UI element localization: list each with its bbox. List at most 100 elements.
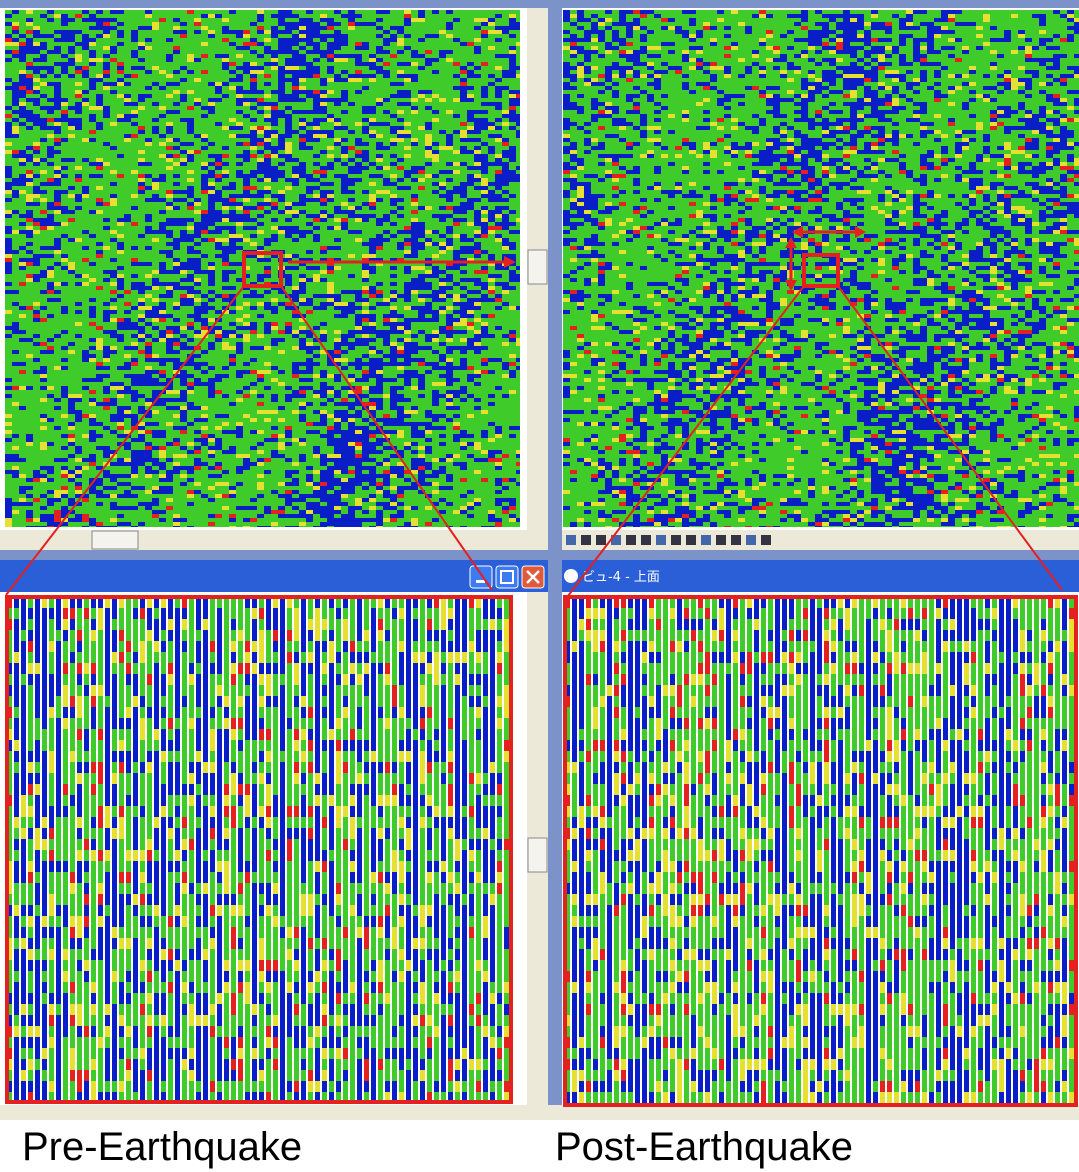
pixel	[502, 510, 509, 514]
pixel	[843, 26, 850, 30]
pixel	[390, 222, 397, 226]
pixel	[334, 74, 341, 78]
pixel	[166, 222, 173, 226]
pixel	[390, 54, 397, 58]
pixel	[327, 118, 334, 122]
pixel	[1032, 114, 1039, 118]
pixel	[390, 398, 397, 402]
pixel	[878, 102, 885, 106]
pixel	[857, 106, 864, 110]
pixel	[584, 38, 591, 42]
pixel	[460, 146, 467, 150]
pixel	[780, 70, 787, 74]
pixel	[313, 98, 320, 102]
pixel	[40, 158, 47, 162]
pixel	[313, 194, 320, 198]
pixel	[292, 266, 299, 270]
scrollbar[interactable]	[0, 530, 527, 550]
pixel	[299, 30, 306, 34]
scroll-thumb[interactable]	[92, 531, 138, 549]
pixel	[152, 270, 159, 274]
pixel	[605, 46, 612, 50]
pixel	[488, 458, 495, 462]
pixel	[341, 466, 348, 470]
pixel	[850, 82, 857, 86]
pixel	[208, 278, 215, 282]
pixel	[1060, 38, 1067, 42]
pixel	[857, 70, 864, 74]
pixel	[481, 334, 488, 338]
pixel	[864, 22, 871, 26]
pixel	[439, 194, 446, 198]
pixel	[376, 334, 383, 338]
pixel	[222, 422, 229, 426]
pixel	[159, 314, 166, 318]
pixel	[355, 122, 362, 126]
pixel	[278, 514, 285, 518]
pixel	[453, 414, 460, 418]
pixel	[320, 478, 327, 482]
pixel	[47, 206, 54, 210]
pixel	[509, 114, 516, 118]
pixel	[5, 134, 12, 138]
window-buttons[interactable]	[470, 566, 544, 588]
pixel	[516, 134, 520, 138]
pixel	[222, 494, 229, 498]
pixel	[334, 526, 341, 527]
scroll-thumb[interactable]	[528, 250, 547, 284]
pixel	[334, 414, 341, 418]
pixel	[766, 110, 773, 114]
pixel	[68, 62, 75, 66]
pixel	[250, 142, 257, 146]
pixel	[201, 114, 208, 118]
pixel	[348, 442, 355, 446]
pixel	[208, 270, 215, 274]
pixel	[516, 118, 520, 122]
pixel	[12, 150, 19, 154]
pixel	[187, 290, 194, 294]
pixel	[439, 146, 446, 150]
window-title: ビュ-4 - 上面	[582, 570, 660, 585]
pixel	[138, 374, 145, 378]
pixel	[334, 478, 341, 482]
pixel	[516, 26, 520, 30]
pixel	[348, 470, 355, 474]
pixel	[376, 386, 383, 390]
pixel	[383, 146, 390, 150]
pixel	[432, 58, 439, 62]
pixel	[159, 402, 166, 406]
pixel	[334, 418, 341, 422]
pixel	[166, 230, 173, 234]
pixel	[257, 410, 264, 414]
pixel	[222, 482, 229, 486]
pixel	[222, 298, 229, 302]
pixel	[836, 110, 843, 114]
pixel	[1067, 34, 1074, 38]
pixel	[236, 238, 243, 242]
pixel	[1004, 70, 1011, 74]
pixel	[516, 66, 520, 70]
pixel	[738, 122, 745, 126]
pixel	[605, 10, 612, 14]
pixel	[187, 390, 194, 394]
maximize-button[interactable]	[496, 566, 518, 588]
pixel	[306, 130, 313, 134]
pixel	[341, 150, 348, 154]
pixel	[605, 74, 612, 78]
tool-icon	[731, 535, 741, 545]
pixel	[460, 234, 467, 238]
pixel	[292, 90, 299, 94]
pixel	[577, 106, 584, 110]
pixel	[61, 14, 68, 18]
pixel	[1039, 90, 1046, 94]
pixel	[766, 34, 773, 38]
pixel	[292, 394, 299, 398]
pixel	[787, 90, 794, 94]
pixel	[124, 494, 131, 498]
pixel	[320, 118, 327, 122]
scroll-thumb[interactable]	[528, 838, 547, 872]
pixel	[180, 418, 187, 422]
pixel	[159, 334, 166, 338]
pixel	[509, 338, 516, 342]
pixel	[460, 130, 467, 134]
